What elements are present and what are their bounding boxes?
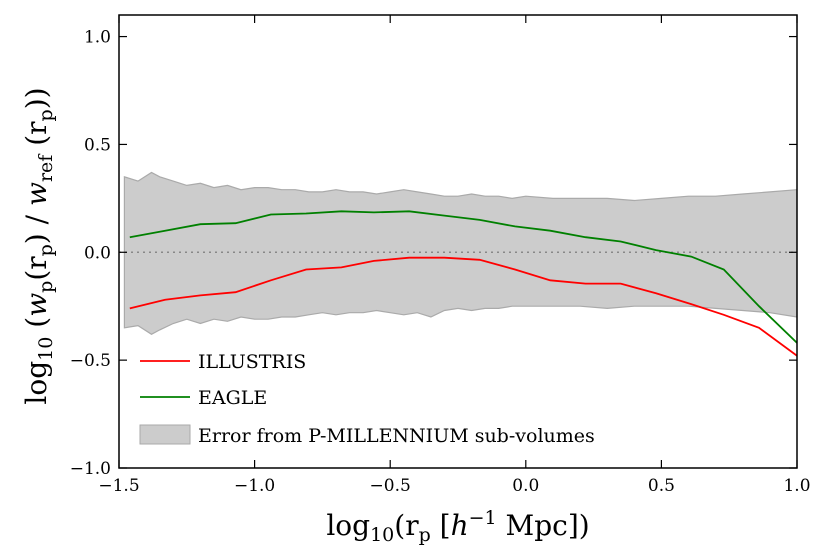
x-axis-title: log10(rp [h−1 Mpc]) <box>326 507 589 546</box>
legend-label-error-band: Error from P-MILLENNIUM sub-volumes <box>198 425 595 447</box>
y-tick-label: 1.0 <box>84 28 111 48</box>
y-axis-title-r2: (r <box>20 121 53 155</box>
plot-area: −1.5 −1.0 −0.5 0.0 0.5 1.0−1.0−0.50.00.51.0 <box>70 14 811 496</box>
x-tick-label: 0.5 <box>648 476 675 496</box>
x-tick-label: −1.0 <box>234 476 275 496</box>
y-axis-title-log: log <box>20 361 53 405</box>
x-axis-title-rest: [ <box>431 509 451 542</box>
y-axis-title-w: w <box>20 293 53 317</box>
error-band <box>123 171 797 335</box>
ticks-layer: −1.5 −1.0 −0.5 0.0 0.5 1.0−1.0−0.50.00.51.0 <box>70 15 811 496</box>
y-axis-title: log10 (wp(rp) / wref (rp)) <box>20 87 57 404</box>
x-tick-label: −0.5 <box>370 476 411 496</box>
x-axis-title-log: log <box>326 509 370 542</box>
y-axis-title-r2sub: p <box>35 109 57 121</box>
x-tick-label: 1.0 <box>783 476 810 496</box>
x-axis-title-mpc: Mpc]) <box>497 509 590 542</box>
x-axis-title-sub: 10 <box>370 524 394 546</box>
x-tick-label: −1.5 <box>98 476 139 496</box>
x-axis-title-sub2: p <box>419 524 431 546</box>
legend-label-illustris: ILLUSTRIS <box>198 351 306 373</box>
y-axis-title-w2: w <box>20 182 53 206</box>
y-axis-title-sub: 10 <box>35 337 57 361</box>
series-line-illustris <box>129 256 797 357</box>
y-axis-title-w2sub: ref <box>35 153 57 182</box>
y-axis-title-wsub: p <box>35 281 57 293</box>
legend: ILLUSTRIS EAGLE Error from P-MILLENNIUM … <box>139 351 595 447</box>
y-axis-title-open: ( <box>20 317 53 337</box>
legend-label-eagle: EAGLE <box>198 387 267 409</box>
x-axis-title-h: h <box>451 509 469 542</box>
y-axis-title-r: (r <box>20 256 53 281</box>
series-layer <box>129 210 797 357</box>
y-axis-title-rsub: p <box>35 244 57 256</box>
error-band-layer <box>123 171 797 335</box>
y-tick-label: 0.0 <box>84 243 111 263</box>
y-axis-title-mid: ) / <box>20 206 53 244</box>
plot-frame <box>118 14 798 469</box>
legend-swatch-error-band <box>139 424 191 445</box>
y-tick-label: −0.5 <box>70 351 111 371</box>
x-axis-title-sup: −1 <box>469 507 497 529</box>
y-tick-label: 0.5 <box>84 135 111 155</box>
x-tick-label: 0.0 <box>512 476 539 496</box>
x-axis-title-open: (r <box>394 509 419 542</box>
y-axis-title-end: )) <box>20 87 53 109</box>
series-line-eagle <box>129 210 797 344</box>
y-tick-label: −1.0 <box>70 459 111 479</box>
